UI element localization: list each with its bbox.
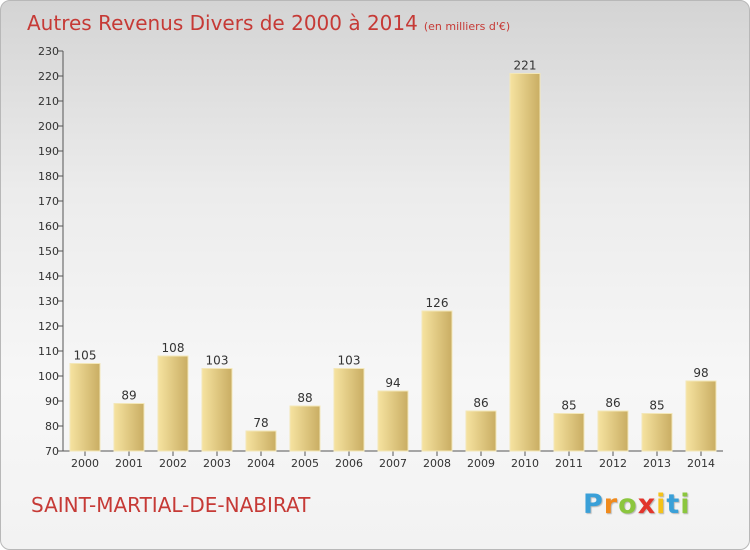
data-label-2008: 126	[426, 296, 449, 310]
bar-2012	[597, 410, 629, 452]
data-label-2000: 105	[74, 349, 97, 363]
x-tick-label-2010: 2010	[511, 457, 539, 470]
x-tick-label-2005: 2005	[291, 457, 319, 470]
y-tick-label: 70	[45, 445, 59, 458]
y-tick-label: 120	[38, 320, 59, 333]
data-label-2005: 88	[297, 391, 312, 405]
x-tick-label-2003: 2003	[203, 457, 231, 470]
data-label-2010: 221	[514, 59, 537, 73]
y-tick-label: 100	[38, 370, 59, 383]
logo-letter: o	[618, 489, 638, 520]
x-tick-label-2007: 2007	[379, 457, 407, 470]
y-tick-label: 200	[38, 120, 59, 133]
data-label-2012: 86	[605, 396, 620, 410]
data-label-2007: 94	[385, 376, 400, 390]
data-label-2014: 98	[693, 366, 708, 380]
bar-2009	[465, 410, 497, 452]
x-tick-label-2001: 2001	[115, 457, 143, 470]
bar-2002	[157, 355, 189, 452]
bar-2008	[421, 310, 453, 452]
bar-2005	[289, 405, 321, 452]
bar-2010	[509, 73, 541, 452]
y-tick-label: 160	[38, 220, 59, 233]
bar-2013	[641, 413, 673, 452]
y-tick-label: 190	[38, 145, 59, 158]
bar-2003	[201, 368, 233, 452]
data-label-2003: 103	[206, 354, 229, 368]
bar-2014	[685, 380, 717, 452]
x-tick-label-2004: 2004	[247, 457, 275, 470]
x-tick-label-2009: 2009	[467, 457, 495, 470]
proxiti-logo: Proxiti	[583, 489, 691, 520]
bar-2004	[245, 430, 277, 452]
data-label-2011: 85	[561, 399, 576, 413]
x-tick-label-2006: 2006	[335, 457, 363, 470]
bar-2007	[377, 390, 409, 452]
y-tick-label: 230	[38, 45, 59, 58]
data-label-2013: 85	[649, 399, 664, 413]
y-tick-label: 180	[38, 170, 59, 183]
x-tick-label-2013: 2013	[643, 457, 671, 470]
x-tick-label-2002: 2002	[159, 457, 187, 470]
logo-letter: i	[656, 489, 667, 520]
bar-2001	[113, 403, 145, 452]
bar-2011	[553, 413, 585, 452]
y-tick-label: 80	[45, 420, 59, 433]
y-tick-label: 220	[38, 70, 59, 83]
logo-letter: t	[666, 489, 681, 520]
y-tick-label: 140	[38, 270, 59, 283]
logo-letter: P	[583, 489, 604, 520]
logo-letter: i	[680, 489, 691, 520]
bar-2006	[333, 368, 365, 452]
data-label-2002: 108	[162, 341, 185, 355]
bar-2000	[69, 363, 101, 452]
y-tick-label: 170	[38, 195, 59, 208]
chart-title: Autres Revenus Divers de 2000 à 2014 (en …	[27, 11, 510, 35]
chart-unit: (en milliers d'€)	[423, 20, 511, 33]
data-label-2006: 103	[338, 354, 361, 368]
data-label-2009: 86	[473, 396, 488, 410]
x-tick-label-2008: 2008	[423, 457, 451, 470]
data-label-2004: 78	[253, 416, 268, 430]
x-tick-label-2000: 2000	[71, 457, 99, 470]
logo-letter: r	[603, 489, 619, 520]
y-tick-label: 130	[38, 295, 59, 308]
y-tick-label: 90	[45, 395, 59, 408]
y-tick-label: 150	[38, 245, 59, 258]
bars: 105 89 108 103 78 88 103 94 126 86 221 85 86 85 98	[69, 59, 717, 452]
y-tick-label: 210	[38, 95, 59, 108]
data-label-2001: 89	[121, 389, 136, 403]
x-tick-label-2012: 2012	[599, 457, 627, 470]
axes: 7080901001101201301401501601701801902002…	[38, 45, 723, 470]
x-tick-label-2014: 2014	[687, 457, 715, 470]
y-tick-label: 110	[38, 345, 59, 358]
x-tick-label-2011: 2011	[555, 457, 583, 470]
chart-title-text: Autres Revenus Divers de 2000 à 2014	[27, 11, 418, 35]
logo-letter: x	[637, 489, 657, 520]
commune-name: SAINT-MARTIAL-DE-NABIRAT	[31, 493, 311, 517]
